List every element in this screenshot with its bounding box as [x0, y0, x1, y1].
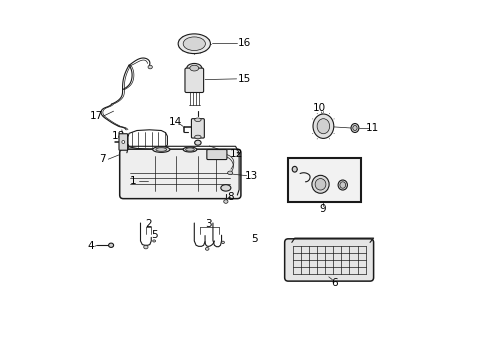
Ellipse shape	[311, 175, 328, 193]
Text: 2: 2	[145, 219, 151, 229]
FancyBboxPatch shape	[284, 239, 373, 281]
Text: 8: 8	[227, 192, 234, 202]
Ellipse shape	[183, 147, 196, 152]
Ellipse shape	[221, 185, 230, 191]
Ellipse shape	[148, 65, 152, 69]
FancyBboxPatch shape	[191, 119, 204, 138]
Ellipse shape	[194, 135, 201, 139]
FancyBboxPatch shape	[206, 149, 226, 159]
Text: 3: 3	[205, 219, 211, 229]
Ellipse shape	[227, 171, 232, 175]
Ellipse shape	[339, 182, 345, 188]
FancyBboxPatch shape	[119, 134, 127, 150]
Ellipse shape	[122, 140, 124, 143]
Text: 15: 15	[237, 74, 251, 84]
Ellipse shape	[185, 148, 194, 151]
Text: 11: 11	[366, 123, 379, 133]
Text: 17: 17	[90, 111, 103, 121]
FancyBboxPatch shape	[287, 158, 360, 202]
Ellipse shape	[194, 118, 201, 122]
Ellipse shape	[352, 126, 356, 131]
Ellipse shape	[189, 65, 198, 71]
FancyBboxPatch shape	[184, 68, 203, 93]
Ellipse shape	[152, 240, 155, 242]
Ellipse shape	[186, 63, 202, 73]
Text: 18: 18	[111, 131, 124, 141]
Text: 4: 4	[87, 241, 94, 251]
Ellipse shape	[178, 34, 210, 54]
Ellipse shape	[108, 243, 113, 247]
Ellipse shape	[292, 166, 297, 172]
Ellipse shape	[194, 140, 201, 145]
Text: 16: 16	[237, 38, 251, 48]
Text: 9: 9	[319, 204, 325, 215]
Ellipse shape	[314, 179, 325, 190]
Ellipse shape	[183, 37, 205, 50]
Text: 1: 1	[130, 176, 136, 186]
Ellipse shape	[156, 148, 166, 151]
Text: 5: 5	[150, 230, 157, 239]
Text: 12: 12	[229, 149, 243, 159]
Ellipse shape	[223, 200, 227, 203]
Ellipse shape	[337, 180, 346, 190]
Text: 10: 10	[312, 103, 325, 113]
Text: 5: 5	[251, 234, 257, 244]
Ellipse shape	[350, 123, 358, 132]
Text: 6: 6	[330, 278, 337, 288]
Text: 14: 14	[169, 117, 182, 127]
Text: 13: 13	[244, 171, 257, 181]
Ellipse shape	[221, 241, 224, 244]
Ellipse shape	[205, 247, 208, 250]
Ellipse shape	[152, 147, 169, 152]
FancyBboxPatch shape	[120, 149, 241, 199]
Text: 7: 7	[100, 154, 106, 164]
Ellipse shape	[143, 245, 148, 249]
Ellipse shape	[312, 114, 333, 138]
Ellipse shape	[317, 119, 329, 134]
